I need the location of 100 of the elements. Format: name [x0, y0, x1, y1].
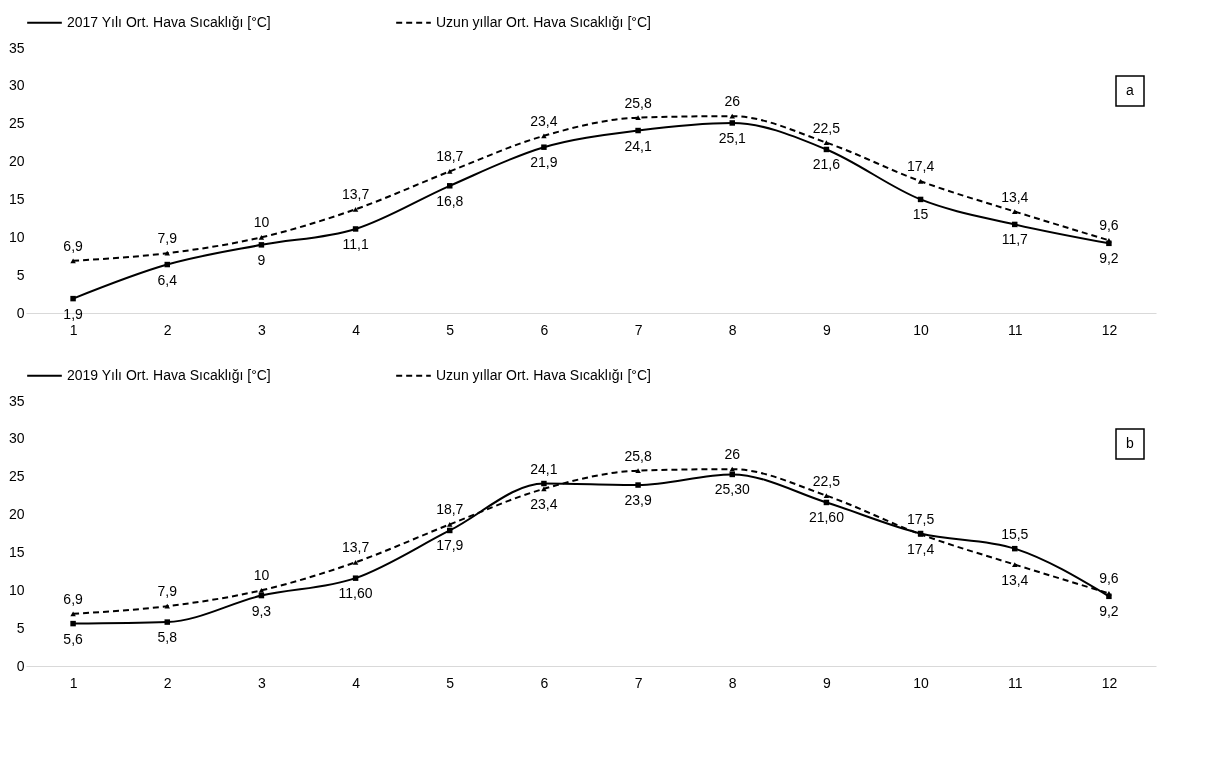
point — [164, 250, 170, 256]
x-tick-label: 11 — [1007, 674, 1023, 691]
data-label: 22,5 — [812, 119, 841, 136]
data-label: 10 — [253, 567, 270, 584]
x-tick-label: 3 — [258, 321, 267, 338]
point — [541, 144, 547, 150]
data-label: 16,8 — [436, 192, 464, 209]
x-tick-label: 10 — [913, 674, 930, 691]
legend-label: Uzun yıllar Ort. Hava Sıcaklığı [°C] — [436, 366, 651, 383]
x-tick-label: 10 — [913, 321, 930, 338]
data-label: 13,4 — [1001, 188, 1029, 205]
data-label: 25,30 — [714, 481, 750, 498]
data-label: 17,4 — [906, 158, 935, 175]
point — [258, 242, 265, 248]
y-tick-label: 0 — [16, 657, 25, 674]
data-label: 21,9 — [530, 154, 558, 171]
x-tick-label: 4 — [352, 674, 361, 691]
data-label: 11,60 — [338, 585, 373, 602]
point — [352, 206, 359, 212]
point — [258, 587, 265, 593]
data-label: 5,8 — [157, 629, 178, 646]
x-tick-label: 4 — [352, 321, 361, 338]
data-label: 23,9 — [624, 492, 652, 509]
x-tick-label: 5 — [446, 674, 455, 691]
data-label: 18,7 — [436, 148, 464, 165]
point — [729, 113, 735, 119]
point — [352, 226, 359, 232]
y-tick-label: 15 — [8, 543, 25, 560]
point — [70, 620, 76, 627]
point — [352, 575, 359, 581]
point — [541, 480, 547, 487]
annotation: b — [1126, 435, 1135, 451]
data-label: 11,1 — [342, 235, 369, 252]
point — [258, 234, 265, 240]
data-label: 17,9 — [436, 537, 464, 554]
point — [70, 295, 76, 302]
legend-label: Uzun yıllar Ort. Hava Sıcaklığı [°C] — [436, 13, 651, 30]
x-tick-label: 8 — [728, 674, 737, 691]
data-label: 11,7 — [1001, 231, 1029, 248]
point — [164, 619, 170, 625]
point — [823, 140, 830, 146]
x-tick-label: 5 — [446, 321, 455, 338]
data-label: 9,2 — [1099, 250, 1119, 267]
data-label: 23,4 — [530, 495, 558, 512]
data-label: 1,9 — [63, 305, 84, 322]
data-label: 21,60 — [808, 509, 845, 526]
data-label: 22,5 — [812, 472, 841, 489]
x-tick-label: 8 — [728, 321, 737, 338]
data-label: 25,8 — [624, 94, 652, 111]
data-label: 9 — [257, 251, 266, 268]
x-tick-label: 2 — [163, 321, 172, 338]
data-label: 6,9 — [63, 237, 84, 254]
y-tick-label: 25 — [8, 115, 25, 132]
point — [447, 522, 453, 527]
point — [352, 559, 359, 565]
point — [729, 466, 735, 472]
point — [447, 169, 453, 174]
legend-label: 2017 Yılı Ort. Hava Sıcaklığı [°C] — [67, 13, 271, 30]
x-tick-label: 6 — [540, 321, 549, 338]
y-tick-label: 0 — [16, 304, 25, 321]
y-tick-label: 35 — [8, 39, 25, 56]
data-label: 13,4 — [1001, 571, 1029, 588]
x-tick-label: 12 — [1101, 674, 1118, 691]
data-label: 9,6 — [1099, 570, 1119, 587]
y-tick-label: 30 — [8, 77, 25, 94]
data-label: 13,7 — [341, 186, 370, 203]
data-label: 6,9 — [63, 590, 84, 607]
data-label: 21,6 — [812, 156, 841, 173]
data-label: 10 — [253, 214, 270, 231]
data-label: 26 — [724, 93, 741, 110]
y-tick-label: 15 — [8, 190, 25, 207]
point — [635, 482, 641, 488]
point — [635, 115, 641, 121]
point — [1012, 562, 1018, 567]
point — [70, 258, 76, 264]
data-label: 25,8 — [624, 447, 652, 464]
x-tick-label: 12 — [1101, 321, 1118, 338]
x-tick-label: 2 — [163, 674, 172, 691]
data-label: 6,4 — [157, 271, 178, 288]
point — [1106, 237, 1112, 243]
y-tick-label: 20 — [8, 153, 25, 170]
data-label: 25,1 — [718, 129, 747, 146]
point — [635, 468, 641, 474]
x-tick-label: 1 — [69, 674, 78, 691]
data-label: 15,5 — [1001, 525, 1029, 542]
y-tick-label: 35 — [8, 392, 25, 409]
y-tick-label: 20 — [8, 506, 25, 523]
point — [635, 127, 641, 134]
data-label: 7,9 — [157, 583, 178, 600]
data-label: 26 — [724, 446, 741, 463]
legend-label: 2019 Yılı Ort. Hava Sıcaklığı [°C] — [67, 366, 271, 383]
point — [917, 178, 924, 184]
data-label: 24,1 — [624, 137, 652, 154]
x-tick-label: 7 — [634, 674, 643, 691]
x-tick-label: 6 — [540, 674, 549, 691]
y-tick-label: 10 — [8, 228, 25, 245]
data-label: 9,6 — [1099, 217, 1119, 234]
point — [1106, 590, 1112, 596]
y-tick-label: 10 — [8, 581, 25, 598]
data-label: 9,3 — [251, 602, 272, 619]
